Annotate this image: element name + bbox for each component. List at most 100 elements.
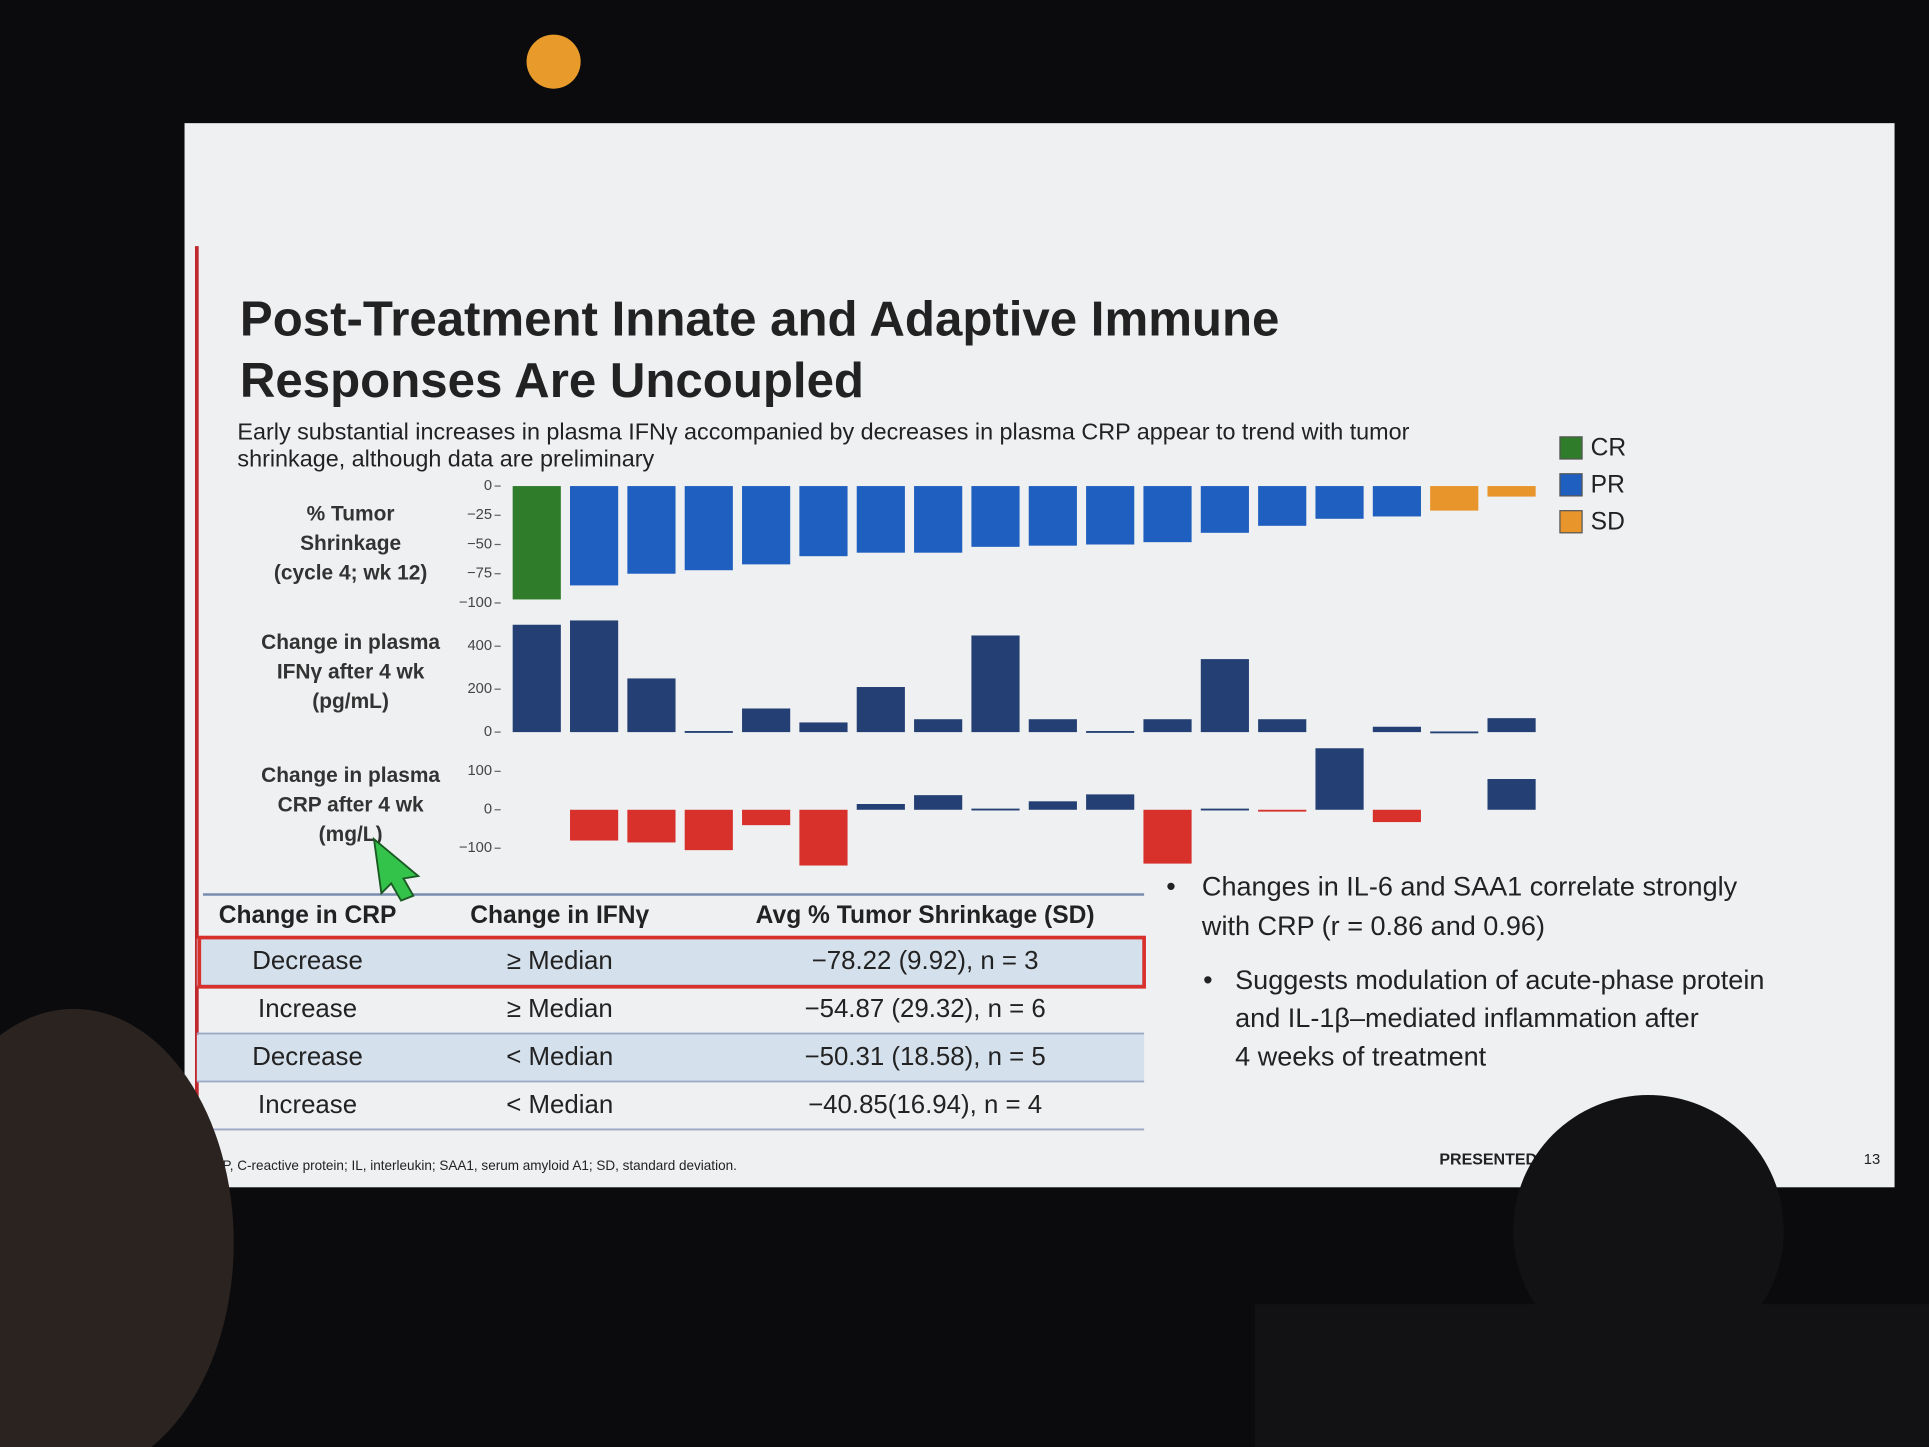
table-cell: ≥ Median — [507, 995, 613, 1023]
bullet-dot: • — [1166, 871, 1175, 901]
bar — [914, 486, 963, 553]
bar — [1028, 486, 1077, 546]
bar — [1143, 719, 1192, 733]
bar — [856, 804, 905, 810]
y-axis-label: Change in plasma — [261, 631, 440, 654]
table-cell: ≥ Median — [507, 947, 613, 975]
highlight-box — [197, 935, 1146, 989]
bar — [1258, 809, 1307, 812]
bar — [512, 486, 561, 600]
audience — [1254, 1304, 1929, 1447]
bar — [971, 808, 1020, 811]
y-tick-label: −75 — [467, 566, 492, 582]
sub-bullet-text: 4 weeks of treatment — [1235, 1041, 1487, 1071]
bar — [627, 678, 676, 733]
bar — [1487, 486, 1536, 497]
cursor — [372, 836, 421, 902]
table-cell: < Median — [506, 1091, 613, 1119]
bar — [570, 486, 619, 586]
bar — [627, 486, 676, 574]
bar — [799, 722, 848, 733]
y-axis-label: Change in plasma — [261, 764, 440, 787]
bar — [1372, 726, 1421, 733]
bar — [1028, 801, 1077, 810]
slide-title: Post-Treatment Innate and Adaptive Immun… — [240, 291, 1280, 346]
footnote: CRP, C-reactive protein; IL, interleukin… — [203, 1158, 737, 1173]
legend-label: SD — [1591, 508, 1625, 535]
bar — [1200, 486, 1249, 533]
bar — [684, 809, 733, 851]
bar — [1487, 718, 1536, 733]
table-cell: −50.31 (18.58), n = 5 — [805, 1043, 1046, 1071]
legend-swatch — [1559, 436, 1583, 460]
bar — [570, 620, 619, 733]
bar — [742, 809, 791, 826]
bar — [1315, 486, 1364, 519]
y-tick-label: 100 — [467, 763, 492, 779]
y-tick-label: −50 — [467, 536, 492, 552]
bar — [1200, 808, 1249, 811]
bar — [1487, 779, 1536, 810]
table-header: Change in IFNγ — [470, 902, 649, 929]
bar — [1258, 486, 1307, 526]
bar — [512, 624, 561, 733]
bar — [684, 486, 733, 571]
bar — [1372, 809, 1421, 823]
y-axis-label: (cycle 4; wk 12) — [274, 562, 427, 585]
page-number: 13 — [1864, 1152, 1880, 1168]
bar — [1372, 486, 1421, 517]
y-tick-label: 200 — [467, 681, 492, 697]
table-cell: −40.85(16.94), n = 4 — [808, 1091, 1042, 1119]
bar — [856, 687, 905, 733]
y-axis-label: % Tumor — [307, 503, 395, 526]
legend-swatch — [1559, 510, 1583, 534]
table-cell: Decrease — [252, 947, 363, 975]
subtitle: Early substantial increases in plasma IF… — [237, 418, 1409, 444]
table-header: Change in CRP — [219, 902, 397, 929]
table-cell: Increase — [258, 1091, 357, 1119]
bar — [1430, 486, 1479, 511]
sub-bullet-text: and IL-1β–mediated inflammation after — [1235, 1003, 1699, 1033]
row-band — [196, 938, 1145, 986]
bar — [1086, 731, 1135, 733]
y-axis-label: (pg/mL) — [312, 690, 389, 713]
bar — [971, 486, 1020, 547]
y-tick-label: 0 — [484, 724, 492, 740]
y-axis-label: Shrinkage — [300, 532, 401, 555]
bar — [684, 731, 733, 733]
y-tick-label: −25 — [467, 507, 492, 523]
table-cell: Decrease — [252, 1043, 363, 1071]
y-tick-label: −100 — [459, 595, 492, 611]
bullet-dot: • — [1203, 965, 1212, 995]
audience-head — [1513, 1095, 1784, 1366]
bar — [1200, 659, 1249, 733]
legend-label: CR — [1591, 435, 1627, 462]
bar — [914, 719, 963, 733]
y-tick-label: 0 — [484, 802, 492, 818]
ceiling-light — [526, 34, 581, 89]
bar — [1315, 748, 1364, 810]
table-cell: Increase — [258, 995, 357, 1023]
y-tick-label: 400 — [467, 638, 492, 654]
legend-label: PR — [1591, 472, 1625, 499]
table-cell: < Median — [506, 1043, 613, 1071]
slide-title: Responses Are Uncoupled — [240, 353, 864, 408]
bar — [627, 809, 676, 843]
bar — [1028, 719, 1077, 733]
audience-head — [0, 1008, 234, 1447]
y-axis-label: CRP after 4 wk — [278, 793, 424, 816]
bar — [914, 795, 963, 810]
bar — [742, 708, 791, 733]
bar — [856, 486, 905, 553]
y-tick-label: 0 — [484, 478, 492, 494]
slide — [184, 123, 1895, 1188]
bar — [971, 635, 1020, 733]
slide-content: Post-Treatment Innate and Adaptive Immun… — [196, 291, 1880, 1173]
table-header: Avg % Tumor Shrinkage (SD) — [756, 902, 1095, 929]
bar — [1143, 486, 1192, 543]
bar — [570, 809, 619, 841]
bar — [799, 809, 848, 866]
bar — [1086, 794, 1135, 810]
bar — [799, 486, 848, 557]
